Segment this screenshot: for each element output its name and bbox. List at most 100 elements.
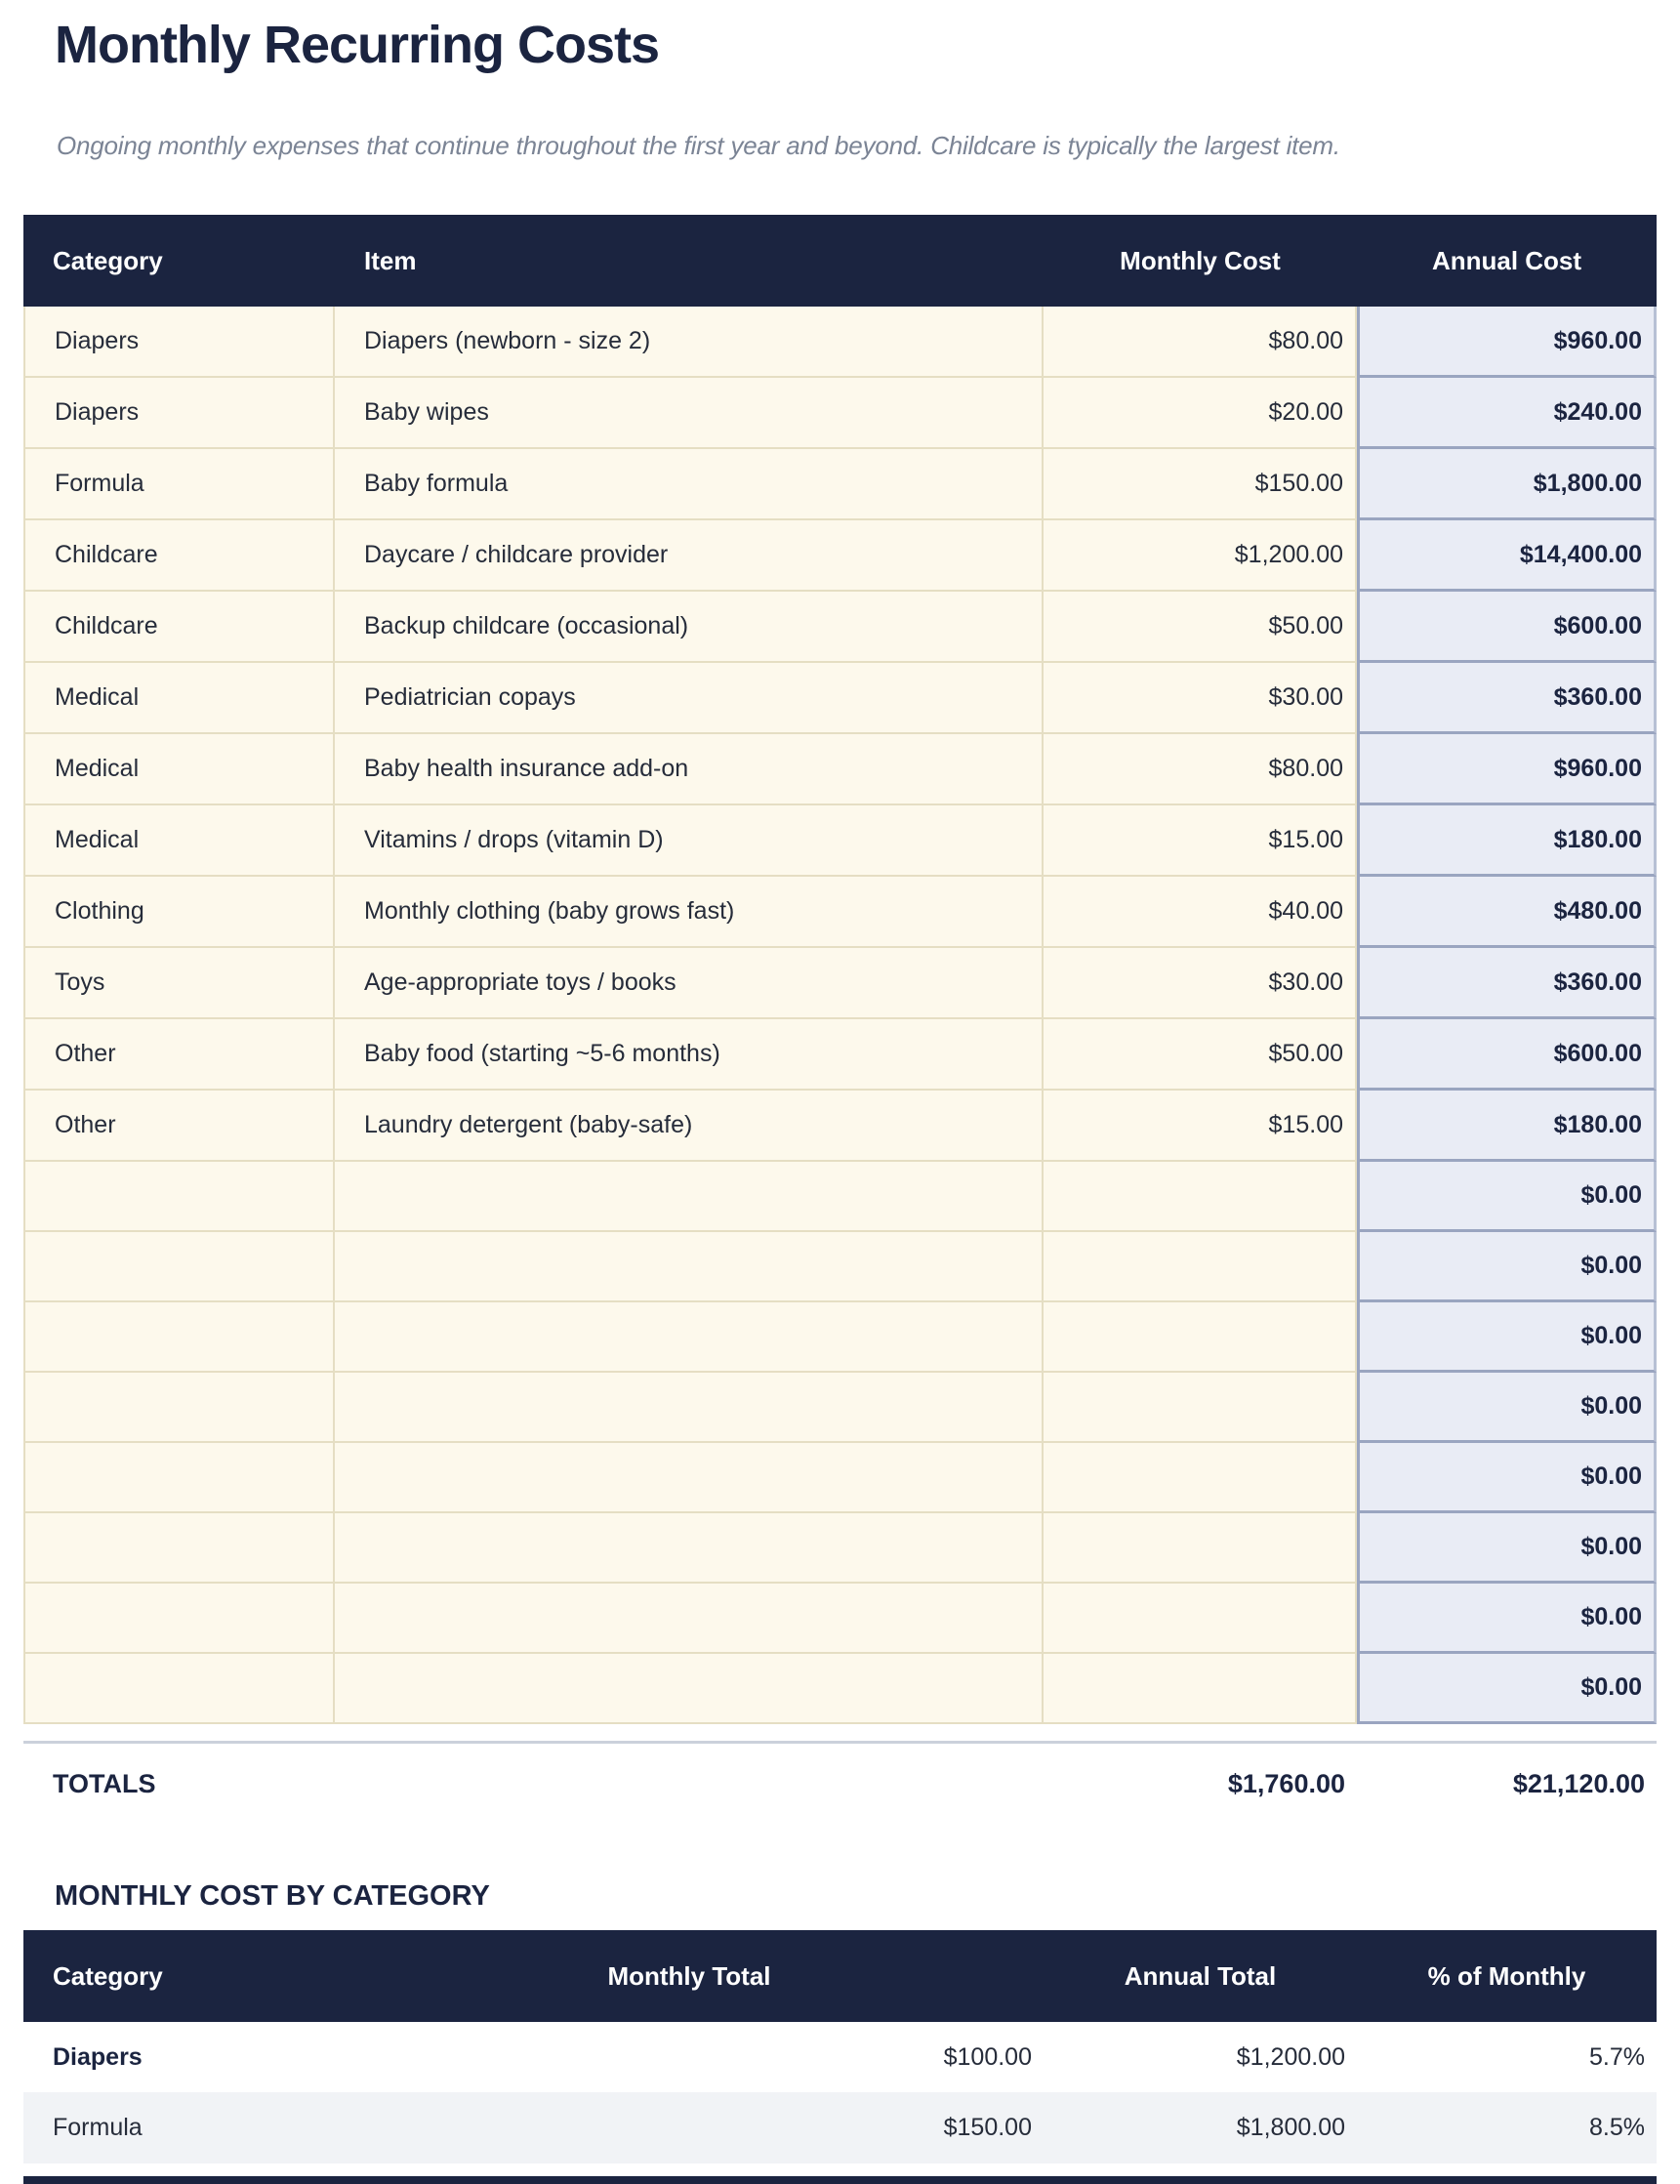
annual-cost-cell: $0.00 [1357,1302,1657,1373]
category-cell [23,1513,335,1584]
item-cell: Baby health insurance add-on [335,734,1044,805]
item-cell [335,1162,1044,1232]
item-cell [335,1302,1044,1373]
annual-cost-cell: $180.00 [1357,1091,1657,1162]
item-cell: Monthly clothing (baby grows fast) [335,877,1044,948]
monthly-cost-cell: $15.00 [1044,805,1357,877]
annual-cost-cell: $960.00 [1357,307,1657,378]
monthly-cost-cell: $40.00 [1044,877,1357,948]
table-row: Toys Age-appropriate toys / books $30.00… [23,948,1657,1019]
percent-of-monthly-cell: 8.5% [1589,2114,1645,2141]
annual-cost-cell: $600.00 [1357,1019,1657,1091]
monthly-cost-cell [1044,1232,1357,1302]
totals-monthly-value: $1,760.00 [1227,1768,1345,1798]
totals-label: TOTALS [53,1768,156,1798]
item-cell [335,1513,1044,1584]
category-cell: Childcare [23,592,335,663]
table-row: Other Laundry detergent (baby-safe) $15.… [23,1091,1657,1162]
monthly-cost-cell: $50.00 [1044,592,1357,663]
totals-annual-value: $21,120.00 [1512,1768,1645,1798]
monthly-cost-cell [1044,1302,1357,1373]
monthly-cost-cell: $80.00 [1044,734,1357,805]
annual-cost-cell: $1,800.00 [1357,449,1657,520]
item-cell: Age-appropriate toys / books [335,948,1044,1019]
annual-cost-cell: $0.00 [1357,1373,1657,1443]
annual-cost-cell: $0.00 [1357,1232,1657,1302]
annual-total-cell: $1,800.00 [1236,2114,1345,2141]
monthly-cost-cell [1044,1584,1357,1654]
table-row: Medical Vitamins / drops (vitamin D) $15… [23,805,1657,877]
category-cell: Formula [23,449,335,520]
category-cell: Formula [53,2114,143,2141]
monthly-cost-cell: $30.00 [1044,948,1357,1019]
category-cell: Other [23,1019,335,1091]
table-row: Medical Baby health insurance add-on $80… [23,734,1657,805]
monthly-cost-cell [1044,1513,1357,1584]
category-cell: Other [23,1091,335,1162]
annual-cost-cell: $240.00 [1357,378,1657,449]
category-cell: Medical [23,805,335,877]
monthly-total-cell: $150.00 [943,2114,1032,2141]
category-cell [23,1232,335,1302]
monthly-cost-cell: $150.00 [1044,449,1357,520]
column-header-annual-total: Annual Total [1124,1960,1277,1991]
page-subtitle: Ongoing monthly expenses that continue t… [57,131,1340,160]
table-row: $0.00 [23,1513,1657,1584]
item-cell [335,1654,1044,1724]
table-row: Clothing Monthly clothing (baby grows fa… [23,877,1657,948]
category-row: Diapers $100.00 $1,200.00 5.7% [23,2022,1657,2092]
monthly-cost-cell: $80.00 [1044,307,1357,378]
table-row: Childcare Daycare / childcare provider $… [23,520,1657,592]
item-cell: Diapers (newborn - size 2) [335,307,1044,378]
annual-cost-cell: $360.00 [1357,663,1657,734]
annual-cost-cell: $360.00 [1357,948,1657,1019]
category-cell: Diapers [23,307,335,378]
annual-cost-cell: $960.00 [1357,734,1657,805]
table-row: $0.00 [23,1373,1657,1443]
item-cell: Baby food (starting ~5-6 months) [335,1019,1044,1091]
monthly-cost-cell: $20.00 [1044,378,1357,449]
monthly-cost-cell: $50.00 [1044,1019,1357,1091]
table-row: $0.00 [23,1162,1657,1232]
annual-cost-cell: $0.00 [1357,1584,1657,1654]
category-cell [23,1373,335,1443]
table-row: $0.00 [23,1232,1657,1302]
monthly-cost-cell: $30.00 [1044,663,1357,734]
category-cell: Medical [23,734,335,805]
item-cell [335,1232,1044,1302]
percent-of-monthly-cell: 5.7% [1589,2042,1645,2071]
item-cell: Baby formula [335,449,1044,520]
annual-cost-cell: $180.00 [1357,805,1657,877]
category-cell: Childcare [23,520,335,592]
table-row: Diapers Baby wipes $20.00 $240.00 [23,378,1657,449]
column-header-category: Category [53,1960,163,1991]
costs-table-header: Category Item Monthly Cost Annual Cost [23,215,1657,307]
category-cell: Diapers [53,2042,143,2071]
annual-cost-cell: $600.00 [1357,592,1657,663]
table-row: Medical Pediatrician copays $30.00 $360.… [23,663,1657,734]
category-table-header: Category Monthly Total Annual Total % of… [23,1930,1657,2022]
next-table-header-cutoff [23,2176,1657,2184]
annual-total-cell: $1,200.00 [1236,2042,1345,2071]
item-cell [335,1373,1044,1443]
category-cell [23,1584,335,1654]
annual-cost-cell: $14,400.00 [1357,520,1657,592]
table-row: $0.00 [23,1654,1657,1724]
table-row: Formula Baby formula $150.00 $1,800.00 [23,449,1657,520]
category-cell: Toys [23,948,335,1019]
column-header-category: Category [53,245,163,275]
item-cell: Backup childcare (occasional) [335,592,1044,663]
annual-cost-cell: $0.00 [1357,1162,1657,1232]
table-row: $0.00 [23,1584,1657,1654]
item-cell: Pediatrician copays [335,663,1044,734]
table-row: Diapers Diapers (newborn - size 2) $80.0… [23,307,1657,378]
page-title: Monthly Recurring Costs [55,16,660,74]
costs-table: Category Item Monthly Cost Annual Cost D… [23,215,1657,1724]
item-cell: Daycare / childcare provider [335,520,1044,592]
monthly-cost-cell: $15.00 [1044,1091,1357,1162]
category-table: Category Monthly Total Annual Total % of… [23,1930,1657,2163]
totals-divider [23,1741,1657,1744]
monthly-cost-cell [1044,1162,1357,1232]
annual-cost-cell: $0.00 [1357,1513,1657,1584]
